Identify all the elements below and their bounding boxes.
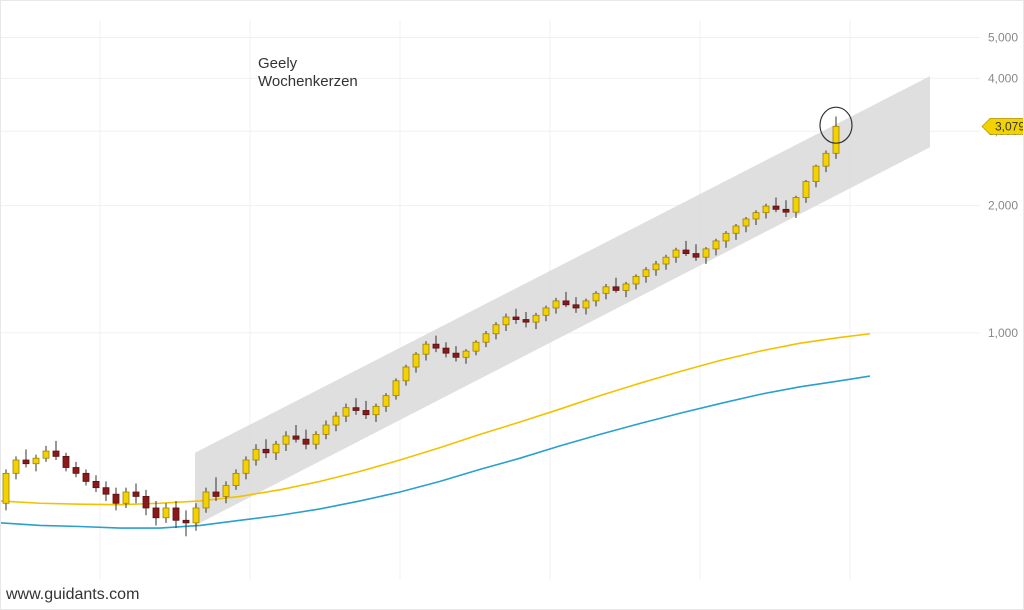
- candle: [213, 492, 219, 496]
- candle: [333, 416, 339, 425]
- candle: [783, 209, 789, 212]
- candle: [613, 287, 619, 291]
- candle: [233, 473, 239, 485]
- candle: [303, 439, 309, 444]
- candle: [463, 351, 469, 357]
- candle: [403, 367, 409, 381]
- candle: [13, 460, 19, 473]
- candle: [143, 496, 149, 508]
- candle: [103, 488, 109, 495]
- candle: [773, 206, 779, 209]
- candle: [313, 434, 319, 444]
- candle: [363, 410, 369, 414]
- candle: [513, 317, 519, 320]
- candle: [53, 451, 59, 456]
- candle: [543, 308, 549, 315]
- candle: [183, 520, 189, 523]
- candle: [673, 250, 679, 257]
- chart-title-line: Geely: [258, 55, 298, 72]
- y-tick-label: 2,000: [988, 199, 1018, 213]
- candle: [753, 213, 759, 219]
- candle: [223, 486, 229, 497]
- candle: [533, 315, 539, 322]
- candle: [23, 460, 29, 464]
- candle: [563, 301, 569, 305]
- candle: [453, 353, 459, 357]
- candle: [243, 460, 249, 473]
- candle: [173, 508, 179, 520]
- candle: [383, 396, 389, 407]
- y-tick-label: 5,000: [988, 30, 1018, 44]
- candle: [603, 287, 609, 294]
- candle: [283, 436, 289, 444]
- candle: [493, 325, 499, 334]
- candle: [33, 458, 39, 464]
- candle: [593, 293, 599, 301]
- candle: [423, 344, 429, 354]
- candle: [833, 126, 839, 153]
- chart-container: 1,0002,0003,0004,0005,0003,079GeelyWoche…: [0, 0, 1024, 610]
- candle: [523, 320, 529, 323]
- candle: [803, 182, 809, 198]
- candle: [413, 354, 419, 367]
- candle: [133, 492, 139, 496]
- candle: [713, 241, 719, 249]
- candle: [623, 284, 629, 290]
- candle: [373, 406, 379, 414]
- candle: [163, 508, 169, 518]
- candle: [43, 451, 49, 458]
- candle: [63, 456, 69, 467]
- candlestick-chart: 1,0002,0003,0004,0005,0003,079GeelyWoche…: [0, 0, 1024, 610]
- candle: [83, 473, 89, 481]
- candle: [813, 166, 819, 181]
- candle: [763, 206, 769, 213]
- candle: [793, 198, 799, 213]
- candle: [3, 473, 9, 503]
- candle: [443, 348, 449, 353]
- candle: [633, 276, 639, 284]
- candle: [643, 270, 649, 277]
- candle: [723, 233, 729, 241]
- candle: [503, 317, 509, 325]
- candle: [483, 334, 489, 342]
- candle: [113, 494, 119, 503]
- candle: [823, 153, 829, 166]
- y-tick-label: 4,000: [988, 71, 1018, 85]
- candle: [93, 481, 99, 487]
- candle: [253, 449, 259, 460]
- candle: [433, 344, 439, 348]
- candle: [273, 444, 279, 453]
- candle: [123, 492, 129, 503]
- candle: [743, 219, 749, 226]
- candle: [323, 425, 329, 434]
- candle: [663, 257, 669, 264]
- candle: [153, 508, 159, 518]
- candle: [733, 226, 739, 233]
- chart-title-line: Wochenkerzen: [258, 73, 358, 90]
- candle: [553, 301, 559, 308]
- candle: [203, 492, 209, 508]
- candle: [573, 305, 579, 308]
- candle: [473, 342, 479, 351]
- candle: [193, 508, 199, 523]
- candle: [343, 408, 349, 416]
- candle: [293, 436, 299, 439]
- candle: [703, 249, 709, 257]
- candle: [263, 449, 269, 452]
- source-url: www.guidants.com: [6, 586, 139, 604]
- candle: [653, 264, 659, 270]
- candle: [683, 250, 689, 254]
- y-tick-label: 1,000: [988, 326, 1018, 340]
- candle: [353, 408, 359, 411]
- last-price-label: 3,079: [995, 119, 1024, 133]
- candle: [693, 254, 699, 258]
- candle: [393, 381, 399, 396]
- candle: [583, 301, 589, 308]
- candle: [73, 467, 79, 473]
